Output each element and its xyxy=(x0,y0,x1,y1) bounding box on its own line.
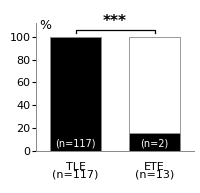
Text: (n=2): (n=2) xyxy=(140,139,169,149)
Text: (n=117): (n=117) xyxy=(55,139,96,149)
Bar xyxy=(129,37,180,133)
Bar xyxy=(129,133,180,151)
Text: (n=117): (n=117) xyxy=(52,170,99,180)
Text: TLE: TLE xyxy=(66,162,86,172)
Text: ETE: ETE xyxy=(144,162,165,172)
Text: (n=13): (n=13) xyxy=(135,170,174,180)
Text: ***: *** xyxy=(103,14,127,29)
Text: %: % xyxy=(39,19,51,32)
Bar xyxy=(50,37,101,151)
